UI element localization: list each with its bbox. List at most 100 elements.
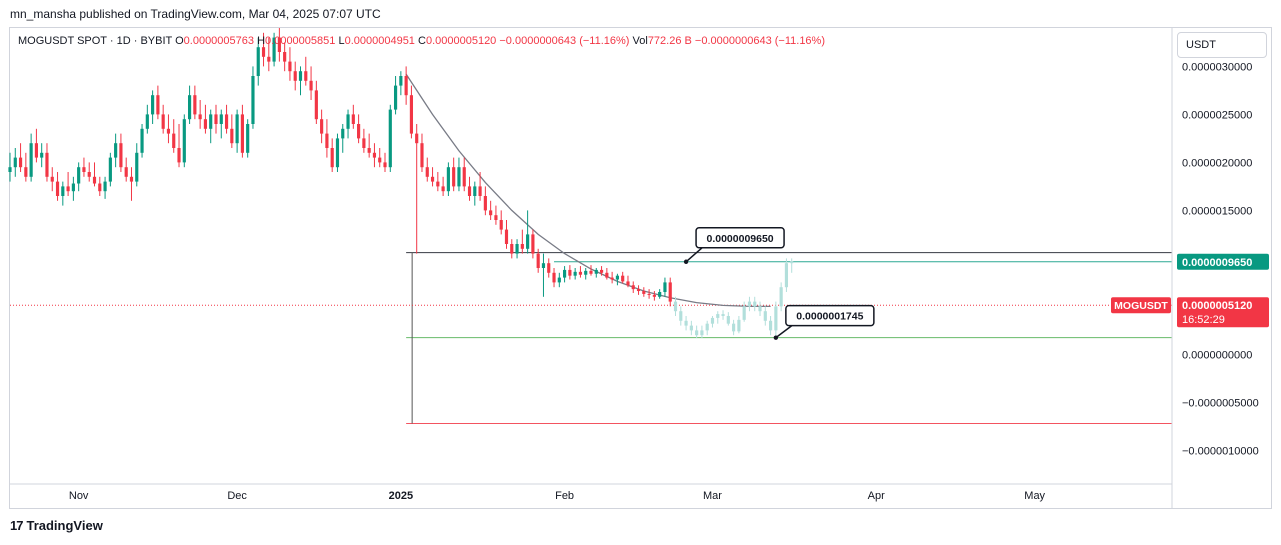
- candle: [531, 229, 535, 259]
- candle: [631, 281, 635, 293]
- candle-body: [531, 234, 535, 254]
- candle: [198, 100, 202, 129]
- candle: [362, 128, 366, 153]
- candle: [119, 133, 123, 172]
- candle: [541, 253, 546, 297]
- candle: [98, 176, 102, 196]
- projection-candle: [747, 296, 752, 312]
- candle: [515, 239, 519, 259]
- candle: [55, 172, 60, 201]
- candle: [436, 172, 440, 192]
- candle: [219, 109, 223, 139]
- candle: [177, 124, 181, 168]
- candle: [40, 143, 44, 168]
- projection-candle: [689, 320, 693, 336]
- candle-body: [193, 95, 197, 115]
- candle-body: [267, 56, 271, 62]
- callout-box[interactable]: [695, 227, 785, 249]
- candle-body: [647, 293, 651, 295]
- candle-body: [283, 52, 287, 62]
- candle-body: [584, 270, 588, 275]
- open-value: 0.0000005763: [183, 35, 255, 47]
- symbol-title[interactable]: MOGUSDT SPOT · 1D · BYBIT: [18, 35, 173, 47]
- callout-box[interactable]: [785, 304, 875, 327]
- symbol-tag: [1111, 297, 1171, 314]
- candle: [489, 200, 493, 220]
- candle: [66, 172, 70, 196]
- candle-body: [156, 95, 160, 115]
- candle: [520, 229, 524, 254]
- candle: [452, 157, 456, 192]
- candle-body: [594, 269, 598, 274]
- candle-body: [478, 186, 482, 196]
- candle: [129, 167, 134, 201]
- projection-candle: [758, 301, 762, 316]
- low-label: L: [338, 35, 345, 47]
- candle-body: [108, 157, 112, 182]
- price-badge-value: 0.0000005120: [1182, 300, 1252, 312]
- candle: [467, 176, 472, 201]
- tradingview-logo[interactable]: 17 TradingView: [10, 518, 103, 533]
- candle-body: [145, 114, 149, 129]
- candle-body: [578, 271, 583, 275]
- candle: [224, 104, 229, 134]
- projection-candle: [679, 306, 683, 326]
- projection-candle: [768, 316, 773, 336]
- candle-body: [129, 176, 134, 182]
- candle: [325, 119, 329, 158]
- candle: [473, 181, 477, 206]
- candle: [293, 61, 297, 91]
- callout-anchor: [683, 259, 689, 264]
- candle-body: [209, 114, 213, 129]
- candle: [341, 124, 345, 153]
- candle-body: [346, 114, 350, 129]
- projection-candle: [753, 296, 757, 312]
- candle-body: [547, 263, 551, 273]
- candle-body: [151, 95, 155, 115]
- candle-body: [166, 128, 171, 134]
- candle-body: [557, 277, 561, 283]
- candle-body: [246, 124, 250, 153]
- candle: [357, 114, 361, 144]
- candle-body: [779, 287, 783, 307]
- candle: [203, 104, 208, 134]
- close-value: 0.0000005120: [425, 35, 497, 47]
- candle-body: [172, 133, 176, 148]
- candle: [140, 124, 144, 158]
- candle: [652, 291, 656, 301]
- candle: [483, 186, 487, 216]
- candle: [563, 266, 567, 283]
- candle: [24, 152, 28, 182]
- candle-body: [589, 270, 593, 274]
- candle: [668, 277, 672, 307]
- candle: [372, 143, 377, 168]
- candle-body: [573, 271, 577, 276]
- candle-body: [383, 162, 387, 168]
- candle-body: [430, 176, 435, 182]
- candle-body: [737, 319, 741, 332]
- candle-body: [293, 71, 297, 81]
- candle-body: [747, 301, 752, 307]
- projection-candle: [779, 282, 783, 312]
- candle: [145, 104, 149, 134]
- level-badge: [1177, 253, 1269, 270]
- candle: [256, 37, 260, 86]
- callout-label: 0.0000001745: [796, 311, 863, 323]
- candle-body: [124, 167, 128, 177]
- x-tick-label: 2025: [389, 490, 413, 502]
- currency-selector-button[interactable]: USDT: [1177, 32, 1267, 58]
- price-countdown: 16:52:29: [1182, 314, 1225, 326]
- x-tick-label: Nov: [69, 490, 89, 502]
- candle-body: [673, 301, 678, 312]
- candle-body: [467, 186, 472, 196]
- candle-body: [599, 269, 604, 273]
- candle-body: [457, 167, 461, 187]
- candle: [658, 289, 662, 299]
- volume-value: 772.26 B: [647, 35, 692, 47]
- candle-body: [256, 47, 260, 76]
- candle: [267, 37, 271, 72]
- candle-body: [219, 114, 223, 124]
- candle: [615, 273, 619, 286]
- candle-body: [50, 176, 54, 182]
